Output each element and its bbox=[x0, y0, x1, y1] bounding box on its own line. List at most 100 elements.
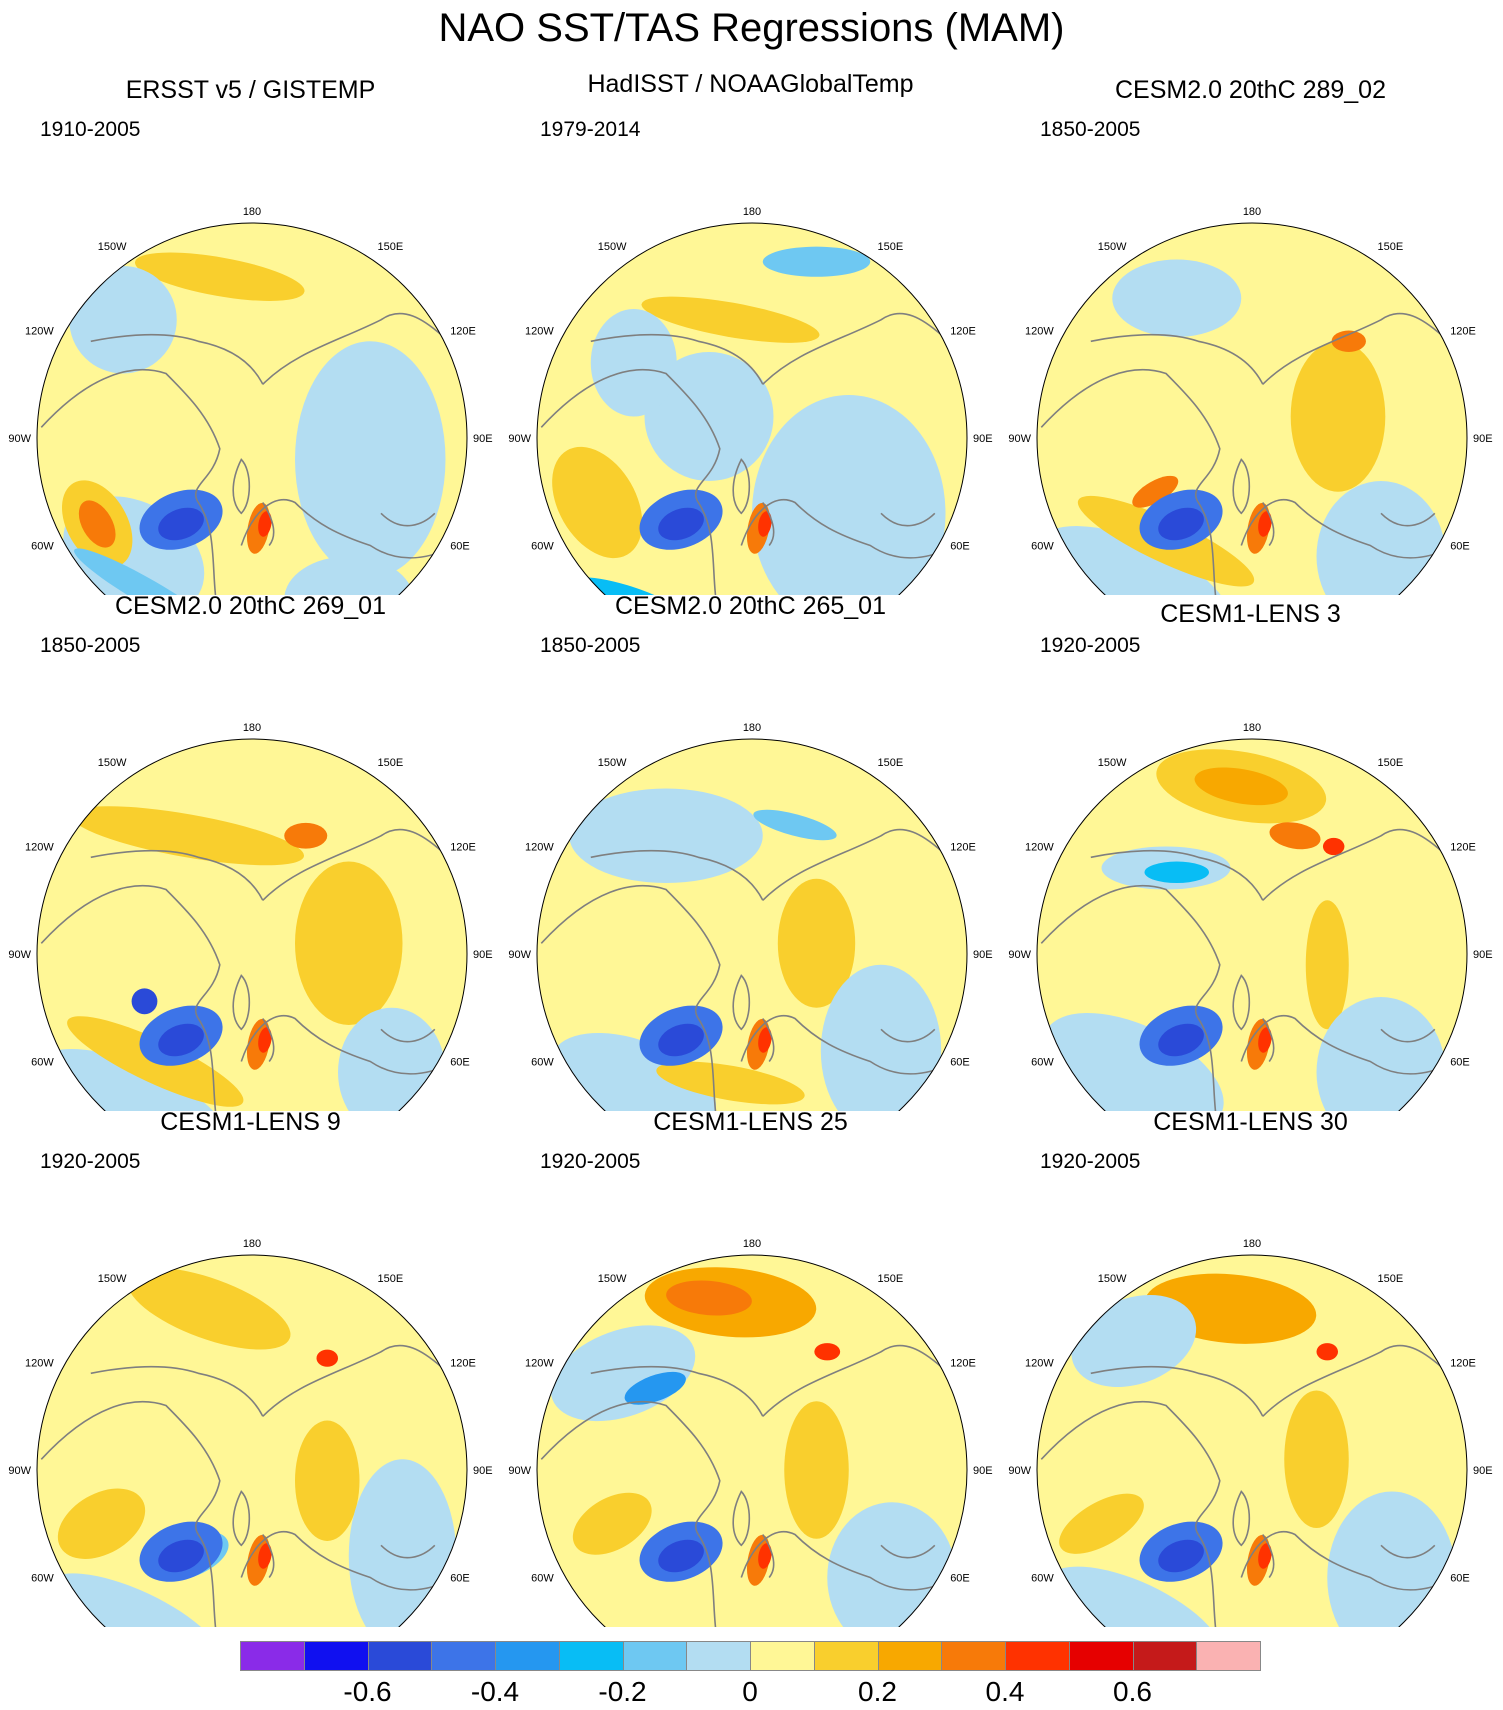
coastline bbox=[1232, 1490, 1251, 1547]
longitude-label: 120E bbox=[950, 326, 976, 338]
colorbar bbox=[240, 1641, 1261, 1671]
coastline bbox=[40, 1400, 221, 1627]
longitude-label: 90E bbox=[473, 1465, 493, 1477]
anomaly-contour bbox=[295, 861, 403, 1025]
panel-period: 1920-2005 bbox=[1040, 634, 1141, 657]
coastline bbox=[880, 512, 936, 527]
panel-title: CESM2.0 20thC 289_02 bbox=[1114, 76, 1386, 104]
longitude-label: 150E bbox=[878, 241, 904, 253]
coastline bbox=[262, 828, 442, 901]
anomaly-contour bbox=[57, 1488, 146, 1559]
colorbar-tick-label: 0.6 bbox=[1113, 1676, 1152, 1707]
coastline bbox=[262, 1018, 275, 1063]
polar-map: 1800150W150E120W120E90W90E60W60E30W30E bbox=[8, 206, 493, 595]
coastline bbox=[590, 333, 764, 385]
map-panel: HadISST / NOAAGlobalTemp1979-20141800150… bbox=[500, 70, 1001, 595]
longitude-label: 150W bbox=[598, 241, 627, 253]
anomaly-contour bbox=[1258, 1027, 1272, 1053]
coastline bbox=[762, 1534, 775, 1579]
anomaly-contour bbox=[658, 1023, 704, 1057]
coastline bbox=[1262, 312, 1442, 385]
anomaly-contour bbox=[590, 309, 677, 417]
coastline bbox=[1040, 1400, 1221, 1627]
colorbar-swatch bbox=[750, 1641, 815, 1671]
coastline bbox=[1380, 1544, 1436, 1559]
anomaly-contour bbox=[1044, 1566, 1223, 1627]
coastline bbox=[262, 1534, 275, 1579]
coastline bbox=[880, 1544, 936, 1559]
anomaly-contour bbox=[1194, 767, 1288, 806]
map-panel: ERSST v5 / GISTEMP1910-20051800150W150E1… bbox=[0, 75, 501, 595]
longitude-label: 150W bbox=[98, 241, 127, 253]
longitude-label: 60W bbox=[31, 1573, 54, 1585]
longitude-label: 180 bbox=[243, 206, 261, 218]
anomaly-contour bbox=[762, 246, 871, 277]
coastline bbox=[762, 502, 775, 547]
anomaly-contour bbox=[1158, 507, 1204, 541]
map-boundary bbox=[1036, 1254, 1468, 1627]
panel-period: 1910-2005 bbox=[40, 118, 141, 141]
anomaly-contour bbox=[158, 507, 204, 541]
coastline bbox=[540, 1400, 721, 1627]
longitude-label: 120E bbox=[450, 326, 476, 338]
anomaly-contour bbox=[316, 1349, 338, 1367]
map-panel: CESM1-LENS 91920-20051800150W150E120W120… bbox=[0, 1107, 501, 1627]
colorbar-swatch bbox=[303, 1641, 369, 1671]
colorbar-tick-label: 0.4 bbox=[985, 1676, 1025, 1707]
anomaly-contour bbox=[1331, 330, 1366, 352]
coastline bbox=[540, 884, 721, 1111]
anomaly-contour bbox=[666, 1280, 752, 1316]
longitude-label: 90W bbox=[1008, 433, 1031, 445]
longitude-label: 60W bbox=[531, 1573, 554, 1585]
coastline bbox=[262, 1344, 442, 1417]
longitude-label: 60W bbox=[31, 1057, 54, 1069]
anomaly-contour bbox=[658, 1539, 704, 1573]
longitude-label: 150W bbox=[98, 1273, 127, 1285]
coastline bbox=[262, 312, 442, 385]
anomaly-contour bbox=[753, 809, 837, 841]
longitude-label: 150E bbox=[1378, 1273, 1404, 1285]
anomaly-contour bbox=[258, 511, 272, 537]
coastline bbox=[262, 502, 275, 547]
anomaly-contour bbox=[1059, 1493, 1144, 1554]
colorbar-swatch bbox=[813, 1641, 879, 1671]
anomaly-contour bbox=[752, 395, 946, 595]
map-panel: CESM1-LENS 251920-20051800150W150E120W12… bbox=[500, 1107, 1001, 1627]
coastline bbox=[90, 849, 264, 901]
anomaly-contour bbox=[295, 341, 446, 578]
longitude-label: 90E bbox=[473, 433, 493, 445]
coastline bbox=[590, 849, 764, 901]
map-panel: CESM2.0 20thC 289_021850-20051800150W150… bbox=[1000, 75, 1501, 595]
anomaly-contour bbox=[69, 266, 177, 374]
map-boundary bbox=[536, 1254, 968, 1627]
longitude-label: 90W bbox=[8, 433, 31, 445]
figure-title: NAO SST/TAS Regressions (MAM) bbox=[438, 6, 1065, 50]
longitude-label: 90W bbox=[1008, 949, 1031, 961]
longitude-label: 150W bbox=[598, 757, 627, 769]
longitude-label: 120E bbox=[1450, 1358, 1476, 1370]
anomaly-contour bbox=[656, 1061, 805, 1105]
coastline bbox=[540, 368, 721, 595]
longitude-label: 90E bbox=[973, 1465, 993, 1477]
coastline bbox=[732, 458, 751, 515]
longitude-label: 60W bbox=[531, 541, 554, 553]
longitude-label: 60W bbox=[1031, 541, 1054, 553]
coastline bbox=[1232, 974, 1251, 1031]
panel-title: CESM2.0 20thC 265_01 bbox=[614, 592, 886, 620]
anomaly-contour bbox=[758, 511, 772, 537]
map-panel: CESM1-LENS 301920-20051800150W150E120W12… bbox=[1000, 1107, 1501, 1627]
polar-map: 1800150W150E120W120E90W90E60W60E30W30E bbox=[508, 1238, 993, 1627]
longitude-label: 60E bbox=[1450, 1057, 1470, 1069]
longitude-label: 120W bbox=[25, 326, 54, 338]
coastline bbox=[740, 1530, 957, 1591]
coastline bbox=[740, 1014, 957, 1075]
colorbar-tick-label: -0.6 bbox=[343, 1676, 392, 1707]
colorbar-swatch bbox=[622, 1641, 688, 1671]
coastline bbox=[1040, 884, 1221, 1111]
anomaly-contour bbox=[1071, 1294, 1197, 1388]
coastline bbox=[762, 1018, 775, 1063]
coastline bbox=[90, 1365, 264, 1417]
longitude-label: 90E bbox=[1473, 1465, 1493, 1477]
coastline bbox=[880, 1028, 936, 1043]
anomaly-contour bbox=[569, 788, 763, 884]
